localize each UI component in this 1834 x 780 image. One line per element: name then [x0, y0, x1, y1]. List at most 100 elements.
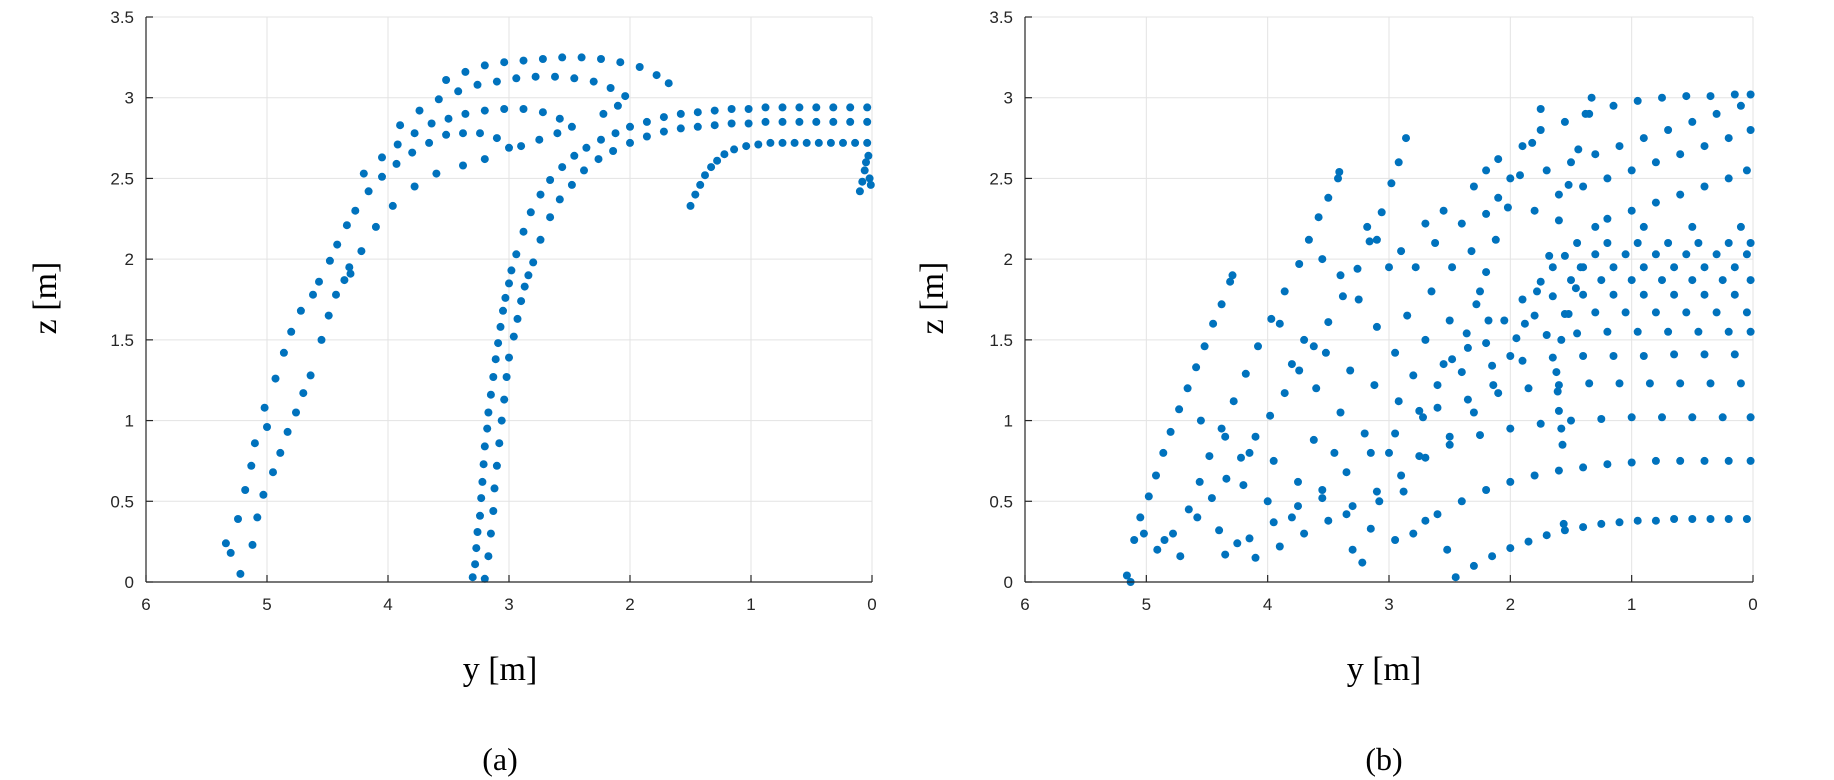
data-point	[484, 408, 493, 417]
data-point	[495, 439, 504, 448]
data-point	[1553, 387, 1562, 396]
data-point	[1571, 284, 1580, 293]
panel-b: 6 5 4 3 2 1 0 0 0.5 1 1.5 2 2.5 3 3.5 y [m] z [m] (b)	[914, 8, 1758, 777]
data-point	[1457, 497, 1466, 506]
data-point	[1587, 93, 1596, 102]
data-point	[742, 142, 751, 151]
data-point	[1536, 277, 1545, 286]
data-point	[1304, 235, 1313, 244]
data-point	[1445, 440, 1454, 449]
x-tick-label: 4	[1263, 595, 1272, 614]
data-point	[1567, 158, 1575, 167]
data-point	[536, 235, 545, 244]
data-point	[613, 101, 622, 110]
data-point	[486, 529, 495, 538]
data-point	[1560, 117, 1569, 126]
data-point	[1506, 477, 1515, 486]
data-point	[1676, 190, 1685, 199]
x-tick-label: 4	[383, 595, 392, 614]
data-point	[1397, 471, 1406, 480]
y-tick-label: 1	[125, 412, 134, 431]
data-point	[1530, 471, 1539, 480]
data-point	[490, 484, 499, 493]
data-point	[635, 63, 644, 71]
data-point	[1542, 331, 1551, 339]
data-point	[1209, 319, 1218, 328]
data-point	[1664, 239, 1673, 247]
data-point	[1518, 295, 1527, 304]
data-point	[1512, 334, 1521, 343]
data-point	[1494, 389, 1503, 398]
data-point	[1275, 319, 1284, 328]
data-point	[250, 439, 259, 448]
data-point	[1712, 308, 1721, 317]
data-point	[812, 103, 821, 112]
data-point	[1518, 142, 1527, 151]
data-point	[1730, 290, 1739, 299]
data-point	[1518, 356, 1527, 365]
data-point	[263, 423, 271, 431]
data-point	[1176, 552, 1185, 561]
data-point	[1226, 277, 1235, 286]
data-point	[599, 109, 608, 118]
x-tick-label: 1	[746, 595, 755, 614]
data-point	[1670, 350, 1679, 359]
data-point	[1245, 534, 1254, 543]
data-point	[1558, 440, 1567, 449]
data-point	[1621, 250, 1630, 259]
data-point	[269, 468, 277, 477]
data-point	[1221, 550, 1230, 559]
data-point	[226, 548, 235, 557]
data-point	[1724, 456, 1733, 465]
data-point	[1506, 424, 1515, 433]
data-point	[477, 494, 486, 503]
data-point	[1330, 448, 1339, 457]
data-point	[253, 513, 262, 522]
data-point	[359, 169, 368, 178]
data-point	[577, 53, 586, 62]
data-point	[691, 190, 700, 199]
data-point	[1746, 413, 1755, 422]
data-point	[609, 147, 618, 155]
data-point	[1372, 235, 1381, 244]
data-point	[1309, 435, 1318, 444]
data-point	[866, 180, 875, 189]
data-point	[461, 67, 470, 76]
data-point	[492, 134, 501, 143]
data-point	[505, 279, 513, 288]
data-point	[1627, 206, 1636, 215]
data-point	[1300, 529, 1309, 538]
data-point	[1222, 474, 1231, 483]
data-point	[1742, 308, 1751, 317]
data-point	[1324, 193, 1333, 202]
y-tick-label: 1	[1004, 412, 1013, 431]
data-point	[513, 314, 522, 323]
data-point	[1348, 502, 1357, 511]
data-point	[1130, 536, 1139, 544]
data-point	[317, 335, 326, 344]
data-point	[1318, 494, 1327, 503]
data-point	[1421, 335, 1430, 344]
data-point	[526, 208, 535, 217]
data-point	[1597, 276, 1606, 285]
data-point	[567, 180, 576, 189]
data-point	[693, 108, 702, 117]
data-point	[582, 143, 591, 152]
data-point	[324, 311, 333, 320]
data-point	[524, 271, 533, 280]
data-point	[1439, 206, 1448, 215]
data-point	[1476, 431, 1484, 440]
data-point	[1136, 513, 1145, 522]
data-point	[512, 74, 521, 83]
data-point	[567, 122, 576, 131]
data-point	[529, 258, 538, 267]
data-point	[492, 461, 501, 470]
data-point	[427, 119, 436, 128]
data-point	[1476, 287, 1484, 296]
data-point	[686, 201, 695, 210]
data-point	[1724, 239, 1733, 247]
data-point	[1484, 316, 1493, 325]
data-point	[340, 276, 349, 285]
data-point	[1207, 494, 1216, 503]
data-point	[676, 109, 685, 118]
